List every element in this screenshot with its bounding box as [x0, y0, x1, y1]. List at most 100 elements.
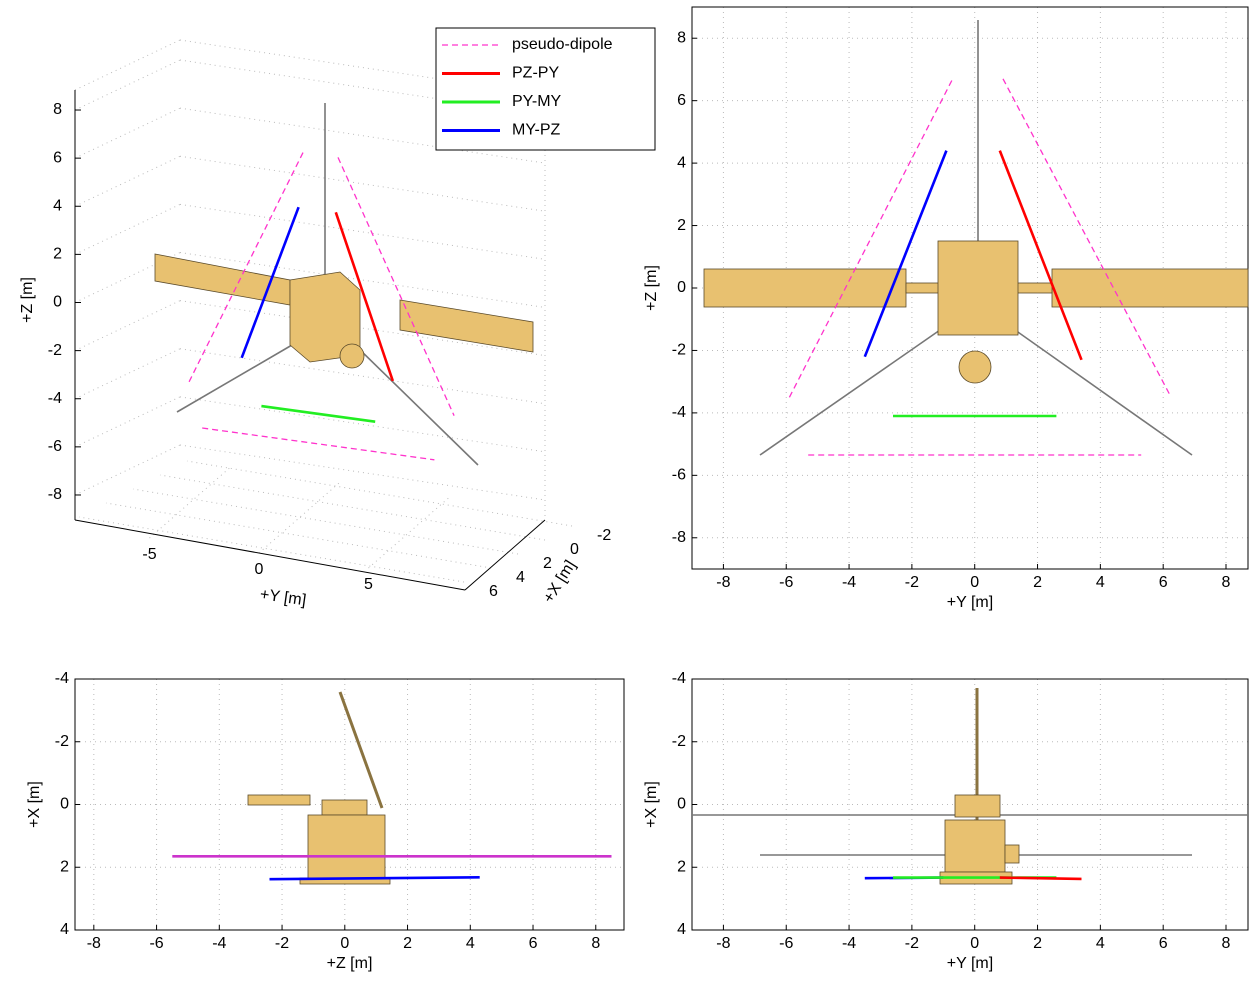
y-tick-label: -4 — [672, 670, 686, 687]
legend-label: MY-PZ — [512, 122, 561, 139]
grid-line — [180, 397, 545, 452]
x-tick-label: 6 — [1159, 574, 1168, 591]
spacecraft-yx — [692, 688, 1248, 884]
x-tick-label: -6 — [779, 574, 793, 591]
z-tick-label: 4 — [53, 197, 62, 214]
y-tick-label: -6 — [672, 467, 686, 484]
y-axis-label: +Y [m] — [259, 586, 307, 609]
grid-line — [180, 445, 545, 500]
legend-label: pseudo-dipole — [512, 36, 613, 53]
x-tick-label: 4 — [516, 569, 525, 586]
z-axis-label: +Z [m] — [19, 277, 36, 323]
x-tick-label: 0 — [970, 935, 979, 952]
grid-line — [180, 156, 545, 211]
x-tick-label: -4 — [842, 574, 856, 591]
z-tick-label: 2 — [53, 246, 62, 263]
y-tick-label: -2 — [672, 342, 686, 359]
grid-line — [133, 489, 518, 554]
x-tick-label: 6 — [1159, 935, 1168, 952]
axis-line — [75, 520, 465, 590]
y-tick-label: 8 — [677, 29, 686, 46]
y-tick-label: 6 — [677, 92, 686, 109]
x-tick-label: -2 — [905, 935, 919, 952]
x-tick-label: -2 — [597, 527, 611, 544]
series-line — [1000, 878, 1082, 879]
spacecraft-yz — [704, 20, 1248, 455]
grid-line — [75, 445, 180, 495]
series-line — [270, 877, 480, 879]
x-axis-label: +Z [m] — [327, 955, 373, 972]
x-tick-label: 0 — [570, 541, 579, 558]
x-tick-label: 4 — [466, 935, 475, 952]
x-tick-label: 8 — [1222, 935, 1231, 952]
x-tick-label: 6 — [489, 583, 498, 600]
y-tick-label: -8 — [672, 529, 686, 546]
legend-label: PZ-PY — [512, 65, 559, 82]
grid-line — [75, 301, 180, 351]
grid-line — [75, 60, 180, 110]
y-tick-label: 0 — [60, 796, 69, 813]
grid-line — [160, 475, 545, 540]
x-tick-label: -6 — [779, 935, 793, 952]
x-axis-label: +Y [m] — [947, 594, 993, 611]
y-tick-label: -2 — [672, 733, 686, 750]
y-tick-label: 0 — [255, 561, 264, 578]
y-tick-label: 0 — [677, 796, 686, 813]
grid-line — [75, 397, 180, 447]
y-tick-label: 4 — [677, 154, 686, 171]
y-tick-label: 0 — [677, 279, 686, 296]
grid-line — [75, 349, 180, 399]
x-tick-label: 6 — [529, 935, 538, 952]
x-tick-label: 8 — [591, 935, 600, 952]
grid-line — [187, 461, 572, 526]
x-tick-label: 2 — [1033, 935, 1042, 952]
x-tick-label: -8 — [716, 935, 730, 952]
y-tick-label: 2 — [677, 858, 686, 875]
z-tick-label: -2 — [48, 342, 62, 359]
x-tick-label: 8 — [1222, 574, 1231, 591]
x-tick-label: 4 — [1096, 935, 1105, 952]
z-tick-label: -4 — [48, 390, 62, 407]
grid-line — [259, 483, 339, 553]
x-tick-label: 0 — [970, 574, 979, 591]
x-tick-label: -8 — [87, 935, 101, 952]
axis-line — [465, 520, 545, 590]
y-tick-label: -4 — [55, 670, 69, 687]
x-tick-label: 0 — [340, 935, 349, 952]
grid-line — [75, 40, 180, 90]
grid-line — [369, 498, 449, 568]
grid-line — [75, 108, 180, 158]
x-tick-label: -6 — [149, 935, 163, 952]
x-tick-label: -2 — [905, 574, 919, 591]
series-line — [261, 406, 375, 422]
y-tick-label: -2 — [55, 733, 69, 750]
grid-line — [79, 517, 464, 582]
y-axis-label: +X [m] — [26, 781, 43, 828]
figure: -8 -6 -4 -2 0 2 4 6 8 -5 0 5 -2 0 2 4 6 +Y [m] +X [m] +Z [m… — [0, 0, 1250, 981]
y-tick-label: 2 — [677, 217, 686, 234]
series-line — [865, 151, 947, 357]
grid-line — [75, 156, 180, 206]
z-tick-label: -6 — [48, 438, 62, 455]
x-tick-label: -4 — [212, 935, 226, 952]
y-tick-label: 4 — [677, 921, 686, 938]
x-tick-label: -4 — [842, 935, 856, 952]
x-tick-label: 2 — [403, 935, 412, 952]
z-tick-label: 6 — [53, 149, 62, 166]
z-tick-label: 8 — [53, 101, 62, 118]
y-tick-label: 2 — [60, 858, 69, 875]
x-axis-label: +Y [m] — [947, 955, 993, 972]
x-tick-label: -2 — [275, 935, 289, 952]
grid-line — [75, 204, 180, 254]
spacecraft-3d — [155, 103, 533, 465]
y-tick-label: 5 — [364, 576, 373, 593]
x-tick-label: 2 — [543, 555, 552, 572]
z-tick-label: -8 — [48, 486, 62, 503]
x-tick-label: 4 — [1096, 574, 1105, 591]
y-axis-label: +Z [m] — [643, 265, 660, 311]
y-tick-label: -5 — [142, 546, 156, 563]
x-tick-label: 2 — [1033, 574, 1042, 591]
grid-line — [150, 468, 230, 538]
legend-label: PY-MY — [512, 93, 562, 110]
z-tick-label: 0 — [53, 294, 62, 311]
